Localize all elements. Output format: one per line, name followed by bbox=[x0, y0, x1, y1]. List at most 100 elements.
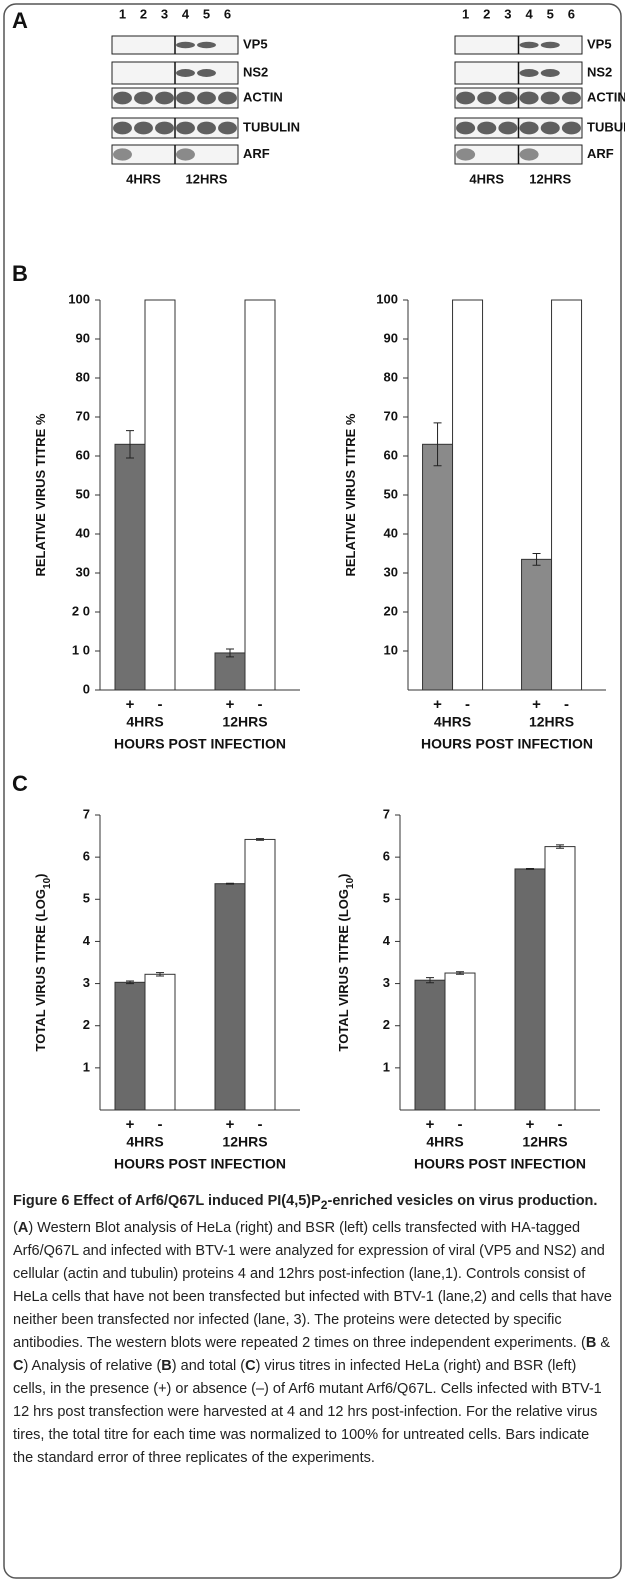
blot-row-label: ACTIN bbox=[587, 89, 625, 104]
blot-time-label: 4HRS bbox=[469, 171, 504, 186]
blot-band bbox=[456, 122, 475, 135]
x-tick-label: 12HRS bbox=[222, 714, 267, 730]
blot-row-label: VP5 bbox=[587, 36, 612, 51]
bar bbox=[515, 869, 545, 1110]
blot-band bbox=[218, 92, 237, 105]
bar bbox=[423, 444, 453, 690]
bar bbox=[545, 847, 575, 1110]
blot-row-label: ARF bbox=[587, 146, 614, 161]
blot-band bbox=[456, 148, 475, 160]
bar-sign-label: - bbox=[564, 696, 569, 713]
bar-sign-label: - bbox=[558, 1116, 563, 1133]
error-bar bbox=[226, 883, 234, 884]
y-tick-label: 90 bbox=[76, 330, 90, 345]
lane-number: 4 bbox=[525, 6, 533, 21]
y-axis-label: TOTAL VIRUS TITRE (LOG10) bbox=[336, 874, 355, 1052]
blot-row-label: NS2 bbox=[587, 64, 612, 79]
x-axis-label: HOURS POST INFECTION bbox=[421, 736, 593, 752]
bar-sign-label: + bbox=[426, 1116, 435, 1133]
y-tick-label: 60 bbox=[76, 447, 90, 462]
x-tick-label: 4HRS bbox=[426, 1134, 463, 1150]
bar-sign-label: - bbox=[158, 696, 163, 713]
caption-text: -enriched vesicles on virus production. bbox=[328, 1193, 598, 1209]
y-tick-label: 70 bbox=[384, 408, 398, 423]
y-axis-label-part: TOTAL VIRUS TITRE (LOG bbox=[33, 889, 48, 1052]
y-tick-label: 1 bbox=[383, 1059, 390, 1074]
blot-band bbox=[155, 92, 174, 105]
blot-band bbox=[520, 92, 539, 105]
y-axis-label-part: ) bbox=[336, 874, 351, 878]
x-tick-label: 12HRS bbox=[529, 714, 574, 730]
y-tick-label: 50 bbox=[384, 486, 398, 501]
y-tick-label: 90 bbox=[384, 330, 398, 345]
bar-sign-label: + bbox=[226, 696, 235, 713]
y-axis-label-part: ) bbox=[33, 874, 48, 878]
bar-sign-label: + bbox=[126, 1116, 135, 1133]
y-tick-label: 70 bbox=[76, 408, 90, 423]
y-tick-label: 5 bbox=[383, 891, 390, 906]
blot-time-label: 12HRS bbox=[529, 171, 571, 186]
y-tick-label: 20 bbox=[384, 603, 398, 618]
y-tick-label: 10 bbox=[384, 642, 398, 657]
caption-text: B bbox=[161, 1358, 171, 1374]
y-tick-label: 4 bbox=[83, 933, 91, 948]
y-axis-label-part: RELATIVE VIRUS TITRE % bbox=[33, 413, 48, 576]
y-tick-label: 30 bbox=[76, 564, 90, 579]
bar bbox=[115, 982, 145, 1110]
y-tick-label: 0 bbox=[83, 681, 90, 696]
caption-text: & bbox=[596, 1335, 610, 1351]
bar bbox=[215, 884, 245, 1110]
lane-number: 3 bbox=[504, 6, 511, 21]
y-tick-label: 40 bbox=[384, 525, 398, 540]
lane-number: 6 bbox=[224, 6, 231, 21]
y-tick-label: 7 bbox=[83, 806, 90, 821]
bar bbox=[522, 559, 552, 690]
blot-band bbox=[134, 92, 153, 105]
bar bbox=[415, 980, 445, 1110]
panel-letter: A bbox=[12, 8, 28, 33]
bar bbox=[445, 973, 475, 1110]
caption-text: C bbox=[245, 1358, 255, 1374]
caption: Figure 6 Effect of Arf6/Q67L induced PI(… bbox=[13, 1190, 613, 1470]
blot-band bbox=[176, 69, 195, 77]
bar-sign-label: - bbox=[258, 1116, 263, 1133]
y-tick-label: 1 0 bbox=[72, 642, 90, 657]
bar-sign-label: - bbox=[158, 1116, 163, 1133]
y-tick-label: 80 bbox=[384, 369, 398, 384]
x-axis-label: HOURS POST INFECTION bbox=[414, 1156, 586, 1172]
caption-text: B bbox=[586, 1335, 596, 1351]
bar-sign-label: - bbox=[458, 1116, 463, 1133]
y-axis-label: TOTAL VIRUS TITRE (LOG10) bbox=[33, 874, 52, 1052]
bar bbox=[215, 653, 245, 690]
blot-band bbox=[562, 122, 581, 135]
y-tick-label: 50 bbox=[76, 486, 90, 501]
caption-text: 2 bbox=[321, 1198, 328, 1212]
bar bbox=[453, 300, 483, 690]
y-axis-label-part: 10 bbox=[42, 877, 53, 889]
lane-number: 5 bbox=[547, 6, 554, 21]
lane-number: 5 bbox=[203, 6, 210, 21]
blot-band bbox=[520, 148, 539, 160]
bar-sign-label: - bbox=[465, 696, 470, 713]
blot-band bbox=[113, 92, 132, 105]
x-axis-label: HOURS POST INFECTION bbox=[114, 1156, 286, 1172]
blot-band bbox=[477, 92, 496, 105]
bar-sign-label: - bbox=[258, 696, 263, 713]
blot-band bbox=[176, 42, 195, 48]
bar-sign-label: + bbox=[226, 1116, 235, 1133]
y-tick-label: 3 bbox=[383, 975, 390, 990]
bar-sign-label: + bbox=[532, 696, 541, 713]
blot-band bbox=[197, 42, 216, 48]
x-tick-label: 4HRS bbox=[126, 714, 163, 730]
y-tick-label: 6 bbox=[383, 849, 390, 864]
bar bbox=[245, 300, 275, 690]
caption-text: C bbox=[13, 1358, 23, 1374]
y-axis-label: RELATIVE VIRUS TITRE % bbox=[343, 413, 358, 576]
bar bbox=[552, 300, 582, 690]
y-tick-label: 80 bbox=[76, 369, 90, 384]
y-tick-label: 30 bbox=[384, 564, 398, 579]
caption-text: ) Western Blot analysis of HeLa (right) … bbox=[13, 1220, 612, 1351]
blot-band bbox=[498, 122, 517, 135]
lane-number: 1 bbox=[462, 6, 469, 21]
y-tick-label: 1 bbox=[83, 1059, 90, 1074]
